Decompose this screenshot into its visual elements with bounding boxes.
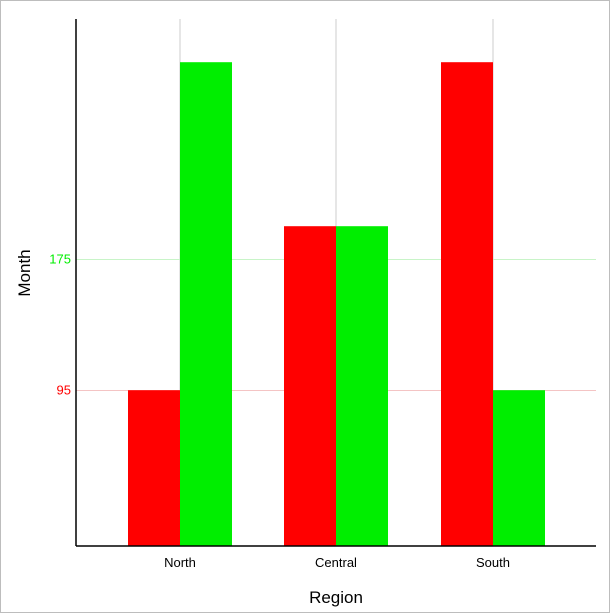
- bar-central-series-2: [336, 226, 388, 546]
- bar-south-series-1: [441, 62, 493, 546]
- bar-south-series-2: [493, 390, 545, 546]
- y-tick-labels: 95 175: [49, 252, 71, 398]
- x-tick-label: South: [476, 555, 510, 570]
- bar-central-series-1: [284, 226, 336, 546]
- y-tick-label: 95: [57, 383, 71, 398]
- bar-north-series-1: [128, 390, 180, 546]
- x-tick-labels: North Central South: [164, 555, 510, 570]
- bars: [128, 62, 545, 546]
- y-axis-title: Month: [15, 249, 34, 296]
- x-axis-title: Region: [309, 588, 363, 607]
- y-tick-label: 175: [49, 252, 71, 267]
- x-tick-label: Central: [315, 555, 357, 570]
- bar-north-series-2: [180, 62, 232, 546]
- x-tick-label: North: [164, 555, 196, 570]
